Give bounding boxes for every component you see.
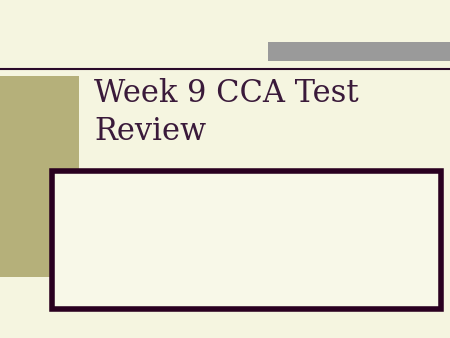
Bar: [0, 76, 79, 277]
Text: Week 9 CCA Test
Review: Week 9 CCA Test Review: [94, 78, 359, 147]
Bar: [52, 171, 441, 309]
Bar: [268, 42, 450, 61]
